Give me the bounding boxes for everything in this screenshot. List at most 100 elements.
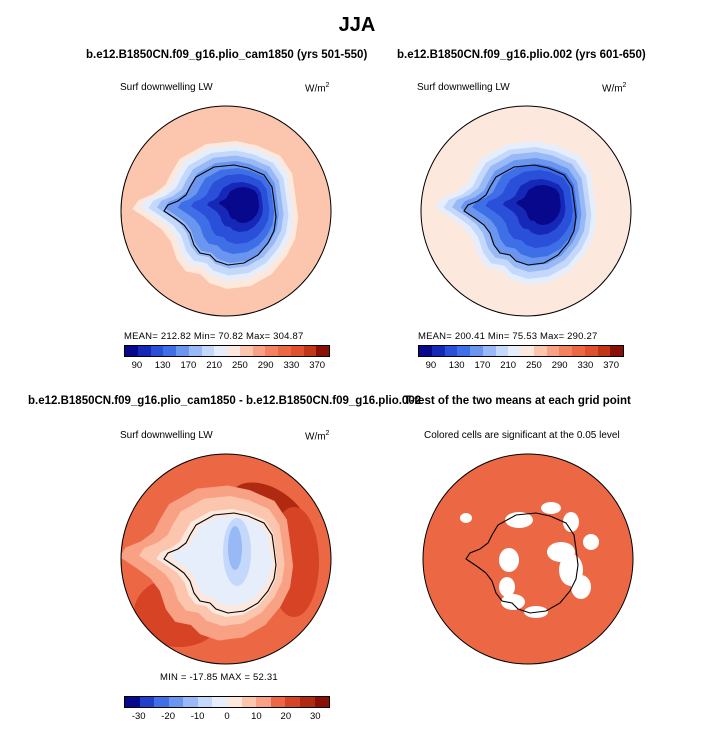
map-border [420, 105, 632, 317]
field-band [516, 185, 561, 225]
non-significant-cells [571, 575, 591, 599]
figure-title: JJA [338, 14, 376, 36]
colorbar-swatch [239, 346, 253, 356]
colorbar-swatch [610, 346, 623, 356]
colorbar-tick-label: 30 [309, 711, 321, 722]
colorbar-swatch [183, 697, 198, 707]
colorbar-tick-label: 370 [603, 360, 620, 371]
panel3-units: W/m2 [305, 430, 330, 443]
colorbar-tick-label: 90 [131, 360, 143, 371]
panel4-subtitle: Colored cells are significant at the 0.0… [424, 430, 620, 441]
colorbar-swatch [256, 697, 271, 707]
panel1-colorbar [124, 345, 330, 357]
colorbar-swatch [176, 346, 189, 356]
colorbar-swatch [154, 697, 169, 707]
non-significant-cells [501, 594, 525, 610]
colorbar-tick-label: 210 [206, 360, 223, 371]
map-field [121, 106, 331, 316]
colorbar-tick-label: 290 [551, 360, 568, 371]
colorbar-swatch [168, 697, 184, 707]
non-significant-cells [460, 513, 472, 523]
colorbar-swatch [419, 346, 432, 356]
colorbar-swatch [150, 346, 164, 356]
panel1-stats: MEAN= 212.82 Min= 70.82 Max= 304.87 [124, 331, 304, 342]
antarctica-coastline [163, 164, 277, 266]
colorbar-swatch [444, 346, 458, 356]
colorbar-swatch [139, 697, 155, 707]
panel3-title: b.e12.B1850CN.f09_g16.plio_cam1850 - b.e… [28, 395, 422, 407]
colorbar-swatch [197, 697, 213, 707]
map-border [422, 453, 634, 665]
panel2-units: W/m2 [602, 82, 627, 95]
colorbar-swatch [290, 346, 304, 356]
colorbar-swatch [572, 346, 585, 356]
panel2-variable: Surf downwelling LW [417, 82, 510, 93]
colorbar-swatch [508, 346, 521, 356]
colorbar-swatch [188, 346, 202, 356]
non-significant-cells [583, 534, 599, 550]
colorbar-tick-label: 170 [474, 360, 491, 371]
colorbar-swatch [270, 697, 286, 707]
panel3-variable: Surf downwelling LW [120, 430, 213, 441]
colorbar-tick-label: 290 [257, 360, 274, 371]
colorbar-swatch [521, 346, 534, 356]
field-band [218, 187, 260, 223]
colorbar-swatch [227, 346, 240, 356]
colorbar-swatch [316, 346, 329, 356]
colorbar-swatch [125, 346, 138, 356]
colorbar-swatch [303, 346, 317, 356]
colorbar-tick-label: 130 [154, 360, 171, 371]
colorbar-tick-label: -30 [131, 711, 146, 722]
panel1-units: W/m2 [305, 82, 330, 95]
colorbar-swatch [214, 346, 227, 356]
map-field [121, 454, 331, 664]
map-border [120, 105, 332, 317]
colorbar-tick-label: 10 [251, 711, 262, 722]
colorbar-tick-label: 0 [224, 711, 230, 722]
colorbar-swatch [163, 346, 176, 356]
colorbar-tick-label: 250 [231, 360, 248, 371]
colorbar-swatch [314, 697, 330, 707]
colorbar-tick-label: 370 [309, 360, 326, 371]
colorbar-swatch [299, 697, 315, 707]
non-significant-cells [499, 548, 519, 572]
colorbar-swatch [559, 346, 572, 356]
colorbar-swatch [212, 697, 228, 707]
colorbar-swatch [533, 346, 547, 356]
non-significant-cells [541, 502, 561, 514]
colorbar-tick-label: 170 [180, 360, 197, 371]
field-band [228, 526, 242, 570]
map-field [421, 106, 631, 316]
panel2-colorbar-labels: 90 130 170 210 250 290 330 370 [418, 360, 624, 372]
colorbar-swatch [431, 346, 445, 356]
colorbar-swatch [470, 346, 483, 356]
panel2-stats: MEAN= 200.41 Min= 75.53 Max= 290.27 [418, 331, 598, 342]
colorbar-swatch [597, 346, 611, 356]
colorbar-tick-label: 20 [280, 711, 292, 722]
panel1-variable: Surf downwelling LW [120, 82, 213, 93]
colorbar-swatch [285, 697, 300, 707]
colorbar-swatch [125, 697, 140, 707]
panel3-stats: MIN = -17.85 MAX = 52.31 [160, 672, 278, 683]
colorbar-swatch [252, 346, 266, 356]
colorbar-swatch [495, 346, 509, 356]
panel4-title: T-test of the two means at each grid poi… [404, 395, 631, 407]
non-significant-cells [505, 512, 533, 528]
colorbar-swatch [227, 697, 242, 707]
colorbar-swatch [241, 697, 257, 707]
map-field [423, 454, 633, 664]
colorbar-swatch [201, 346, 215, 356]
colorbar-tick-label: 210 [500, 360, 517, 371]
colorbar-tick-label: 330 [283, 360, 300, 371]
panel3-map [120, 453, 332, 665]
colorbar-tick-label: 90 [425, 360, 437, 371]
colorbar-swatch [584, 346, 598, 356]
colorbar-swatch [482, 346, 496, 356]
panel1-title: b.e12.B1850CN.f09_g16.plio_cam1850 (yrs … [86, 49, 368, 61]
antarctica-coastline [465, 512, 579, 614]
significant-cells [423, 454, 633, 664]
colorbar-swatch [137, 346, 151, 356]
non-significant-cells [563, 512, 579, 532]
colorbar-tick-label: 130 [448, 360, 465, 371]
antarctica-coastline [163, 512, 277, 614]
